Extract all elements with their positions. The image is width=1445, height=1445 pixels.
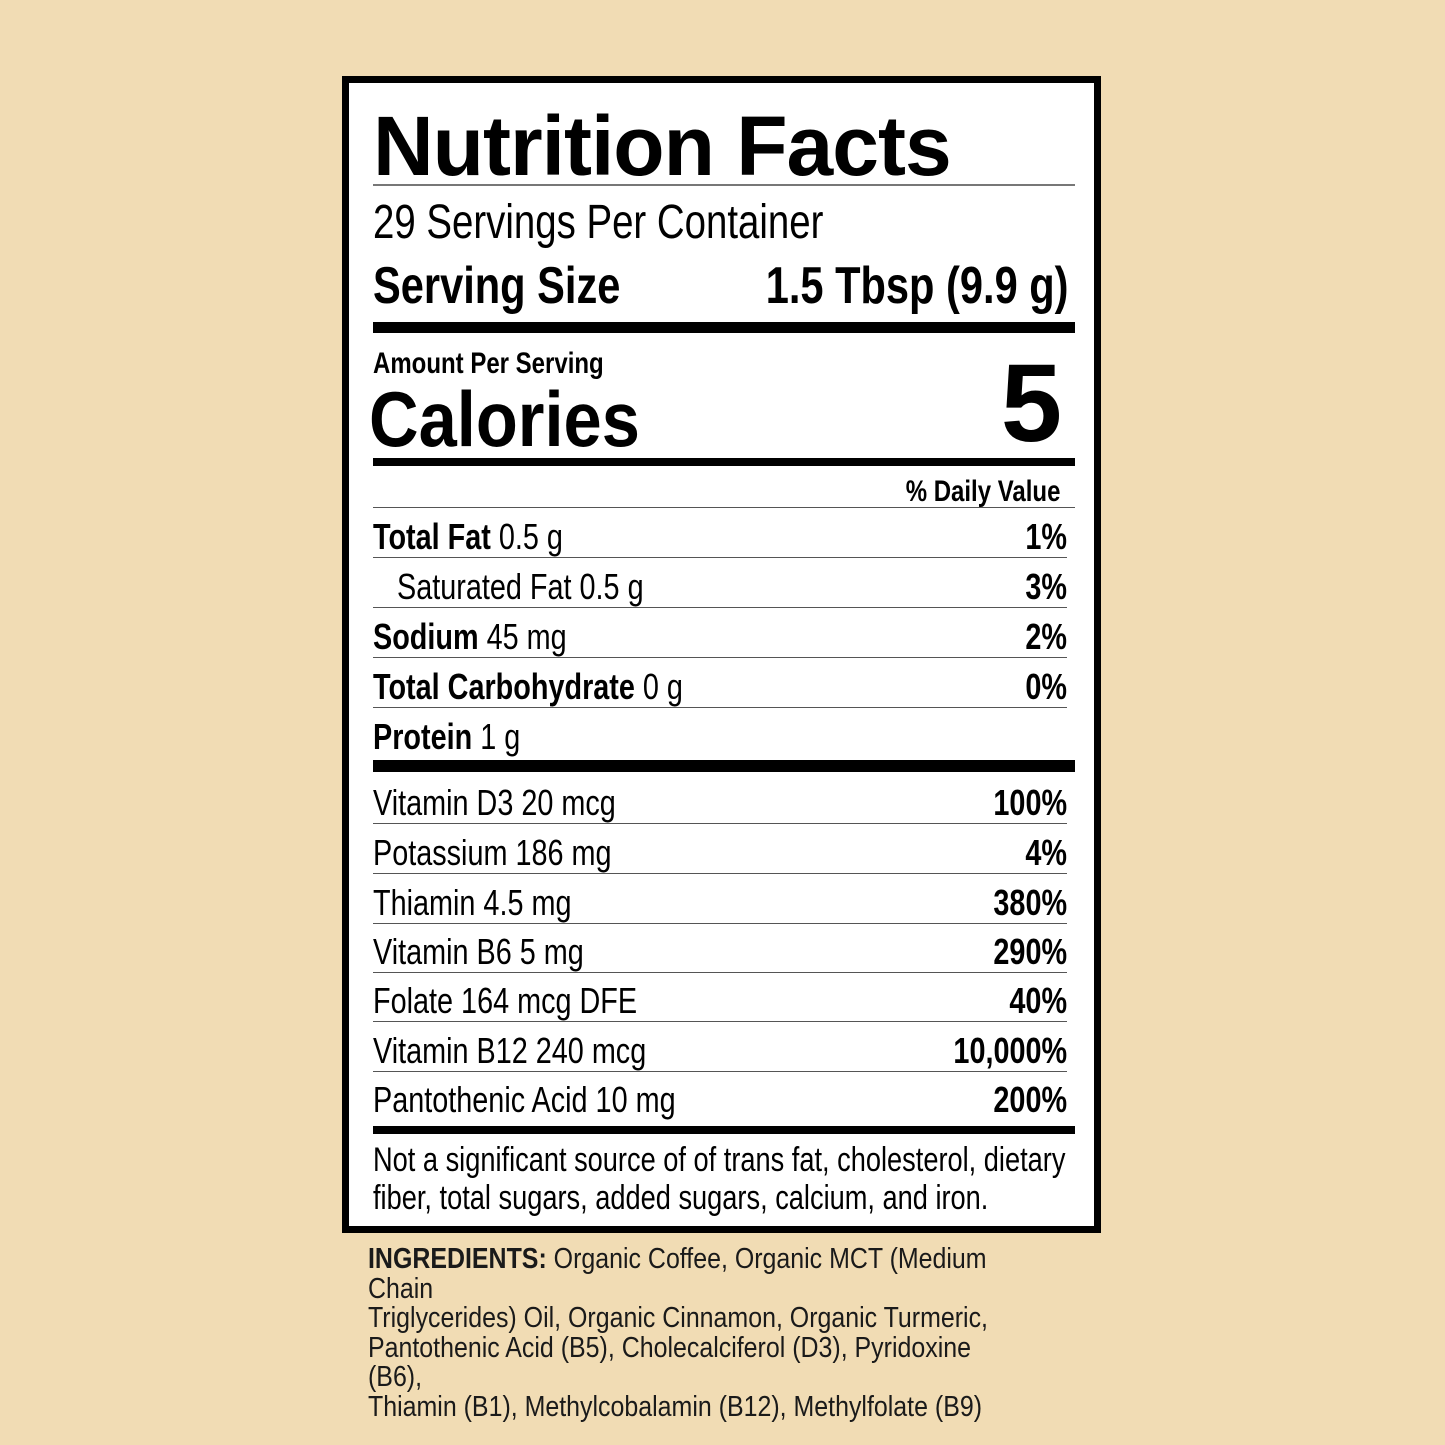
- vitamin-row: Thiamin 4.5 mg 380%: [373, 874, 1067, 924]
- medium-divider: [373, 458, 1075, 466]
- calories-label: Calories: [369, 375, 640, 463]
- vitamin-row: Pantothenic Acid 10 mg 200%: [373, 1079, 1067, 1120]
- servings-per-container: 29 Servings Per Container: [373, 196, 824, 249]
- divider: [373, 184, 1075, 186]
- nutrient-row: Protein 1 g: [373, 716, 521, 757]
- nutrient-row: Sodium 45 mg 2%: [373, 608, 1067, 658]
- vitamin-row: Potassium 186 mg 4%: [373, 824, 1067, 874]
- vitamin-row: Vitamin B12 240 mcg 10,000%: [373, 1022, 1067, 1072]
- footnote: Not a significant source of of trans fat…: [373, 1141, 1066, 1217]
- vitamin-row: Vitamin B6 5 mg 290%: [373, 923, 1067, 973]
- ingredients: INGREDIENTS: Organic Coffee, Organic MCT…: [368, 1243, 988, 1423]
- serving-size-label: Serving Size: [373, 257, 621, 315]
- daily-value-header: % Daily Value: [905, 475, 1060, 508]
- thick-divider: [373, 760, 1075, 772]
- ingredients-label: INGREDIENTS:: [368, 1243, 547, 1275]
- divider: [373, 507, 1075, 508]
- serving-size-value: 1.5 Tbsp (9.9 g): [766, 257, 1069, 315]
- nutrient-row: Total Carbohydrate 0 g 0%: [373, 658, 1067, 708]
- thick-divider: [373, 322, 1075, 333]
- vitamin-row: Vitamin D3 20 mcg 100%: [373, 774, 1067, 824]
- vitamin-row: Folate 164 mcg DFE 40%: [373, 972, 1067, 1022]
- nutrition-facts-label: Nutrition Facts 29 Servings Per Containe…: [342, 76, 1101, 1233]
- medium-divider: [373, 1126, 1075, 1134]
- nutrient-row: Saturated Fat 0.5 g 3%: [373, 558, 1067, 608]
- calories-value: 5: [1000, 342, 1062, 465]
- nutrient-row: Total Fat 0.5 g 1%: [373, 508, 1067, 558]
- amount-per-serving: Amount Per Serving: [373, 347, 604, 380]
- label-title: Nutrition Facts: [373, 99, 952, 193]
